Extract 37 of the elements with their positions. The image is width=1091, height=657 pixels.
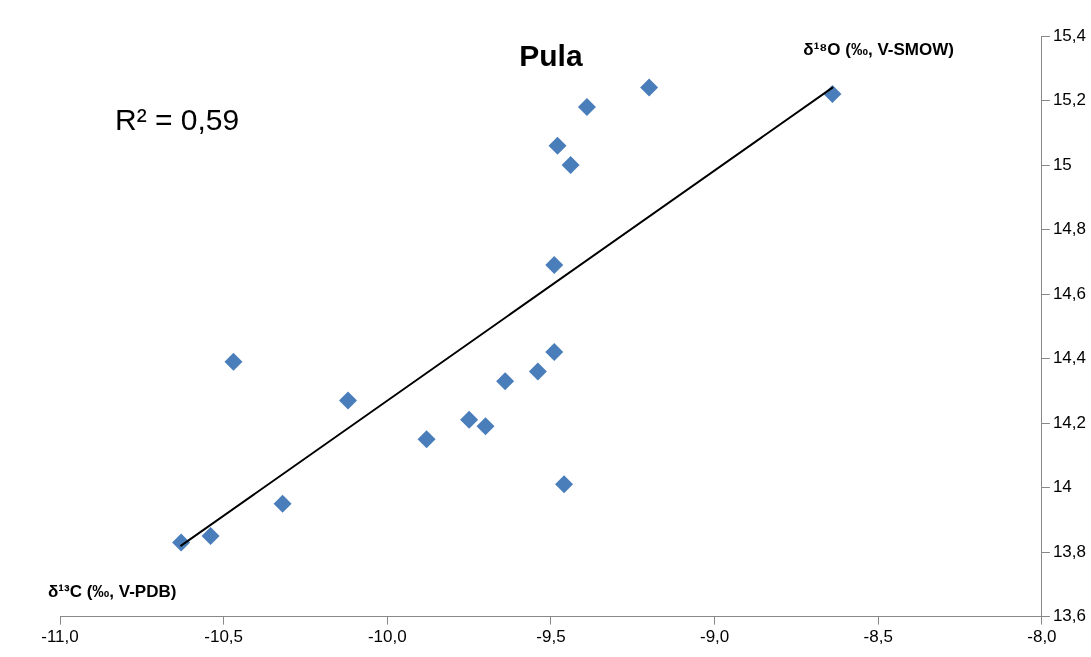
x-axis-title: δ¹³C (‰, V-PDB) <box>48 582 177 602</box>
point <box>577 97 596 116</box>
x-tick-label: -9,0 <box>699 627 730 647</box>
point <box>417 430 436 449</box>
x-tick-label: -8,0 <box>1027 627 1057 647</box>
point <box>224 352 243 371</box>
y-tick-label: 14 <box>1052 477 1072 497</box>
point <box>273 494 292 513</box>
x-tick-label: -10,0 <box>367 627 407 647</box>
point <box>545 343 564 362</box>
y-tick-label: 14,2 <box>1052 412 1087 432</box>
y-tick-label: 14,4 <box>1052 348 1087 368</box>
point <box>561 156 580 175</box>
point <box>496 372 515 391</box>
point <box>460 410 479 429</box>
y-tick-label: 15 <box>1052 154 1072 174</box>
point <box>476 417 495 436</box>
point <box>640 78 659 97</box>
x-tick-label: -8,5 <box>863 627 893 647</box>
y-axis-title: δ¹⁸O (‰, V-SMOW) <box>803 39 954 59</box>
annotation: R² = 0,59 <box>115 103 240 137</box>
point <box>545 256 564 275</box>
point <box>555 475 574 494</box>
y-tick-label: 13,6 <box>1052 606 1087 626</box>
y-tick-label: 15,4 <box>1052 25 1087 45</box>
y-tick-label: 14,8 <box>1052 219 1087 239</box>
y-tick-label: 14,6 <box>1052 283 1087 303</box>
point <box>339 391 358 410</box>
x-tick-label: -9,5 <box>536 627 566 647</box>
point <box>548 136 567 155</box>
y-tick-label: 13,8 <box>1052 541 1087 561</box>
point <box>528 362 547 381</box>
point <box>201 526 220 545</box>
x-tick-label: -10,5 <box>204 627 244 647</box>
y-tick-label: 15,2 <box>1052 90 1087 110</box>
x-tick-label: -11,0 <box>41 627 79 647</box>
chart-title: Pula <box>519 39 583 73</box>
